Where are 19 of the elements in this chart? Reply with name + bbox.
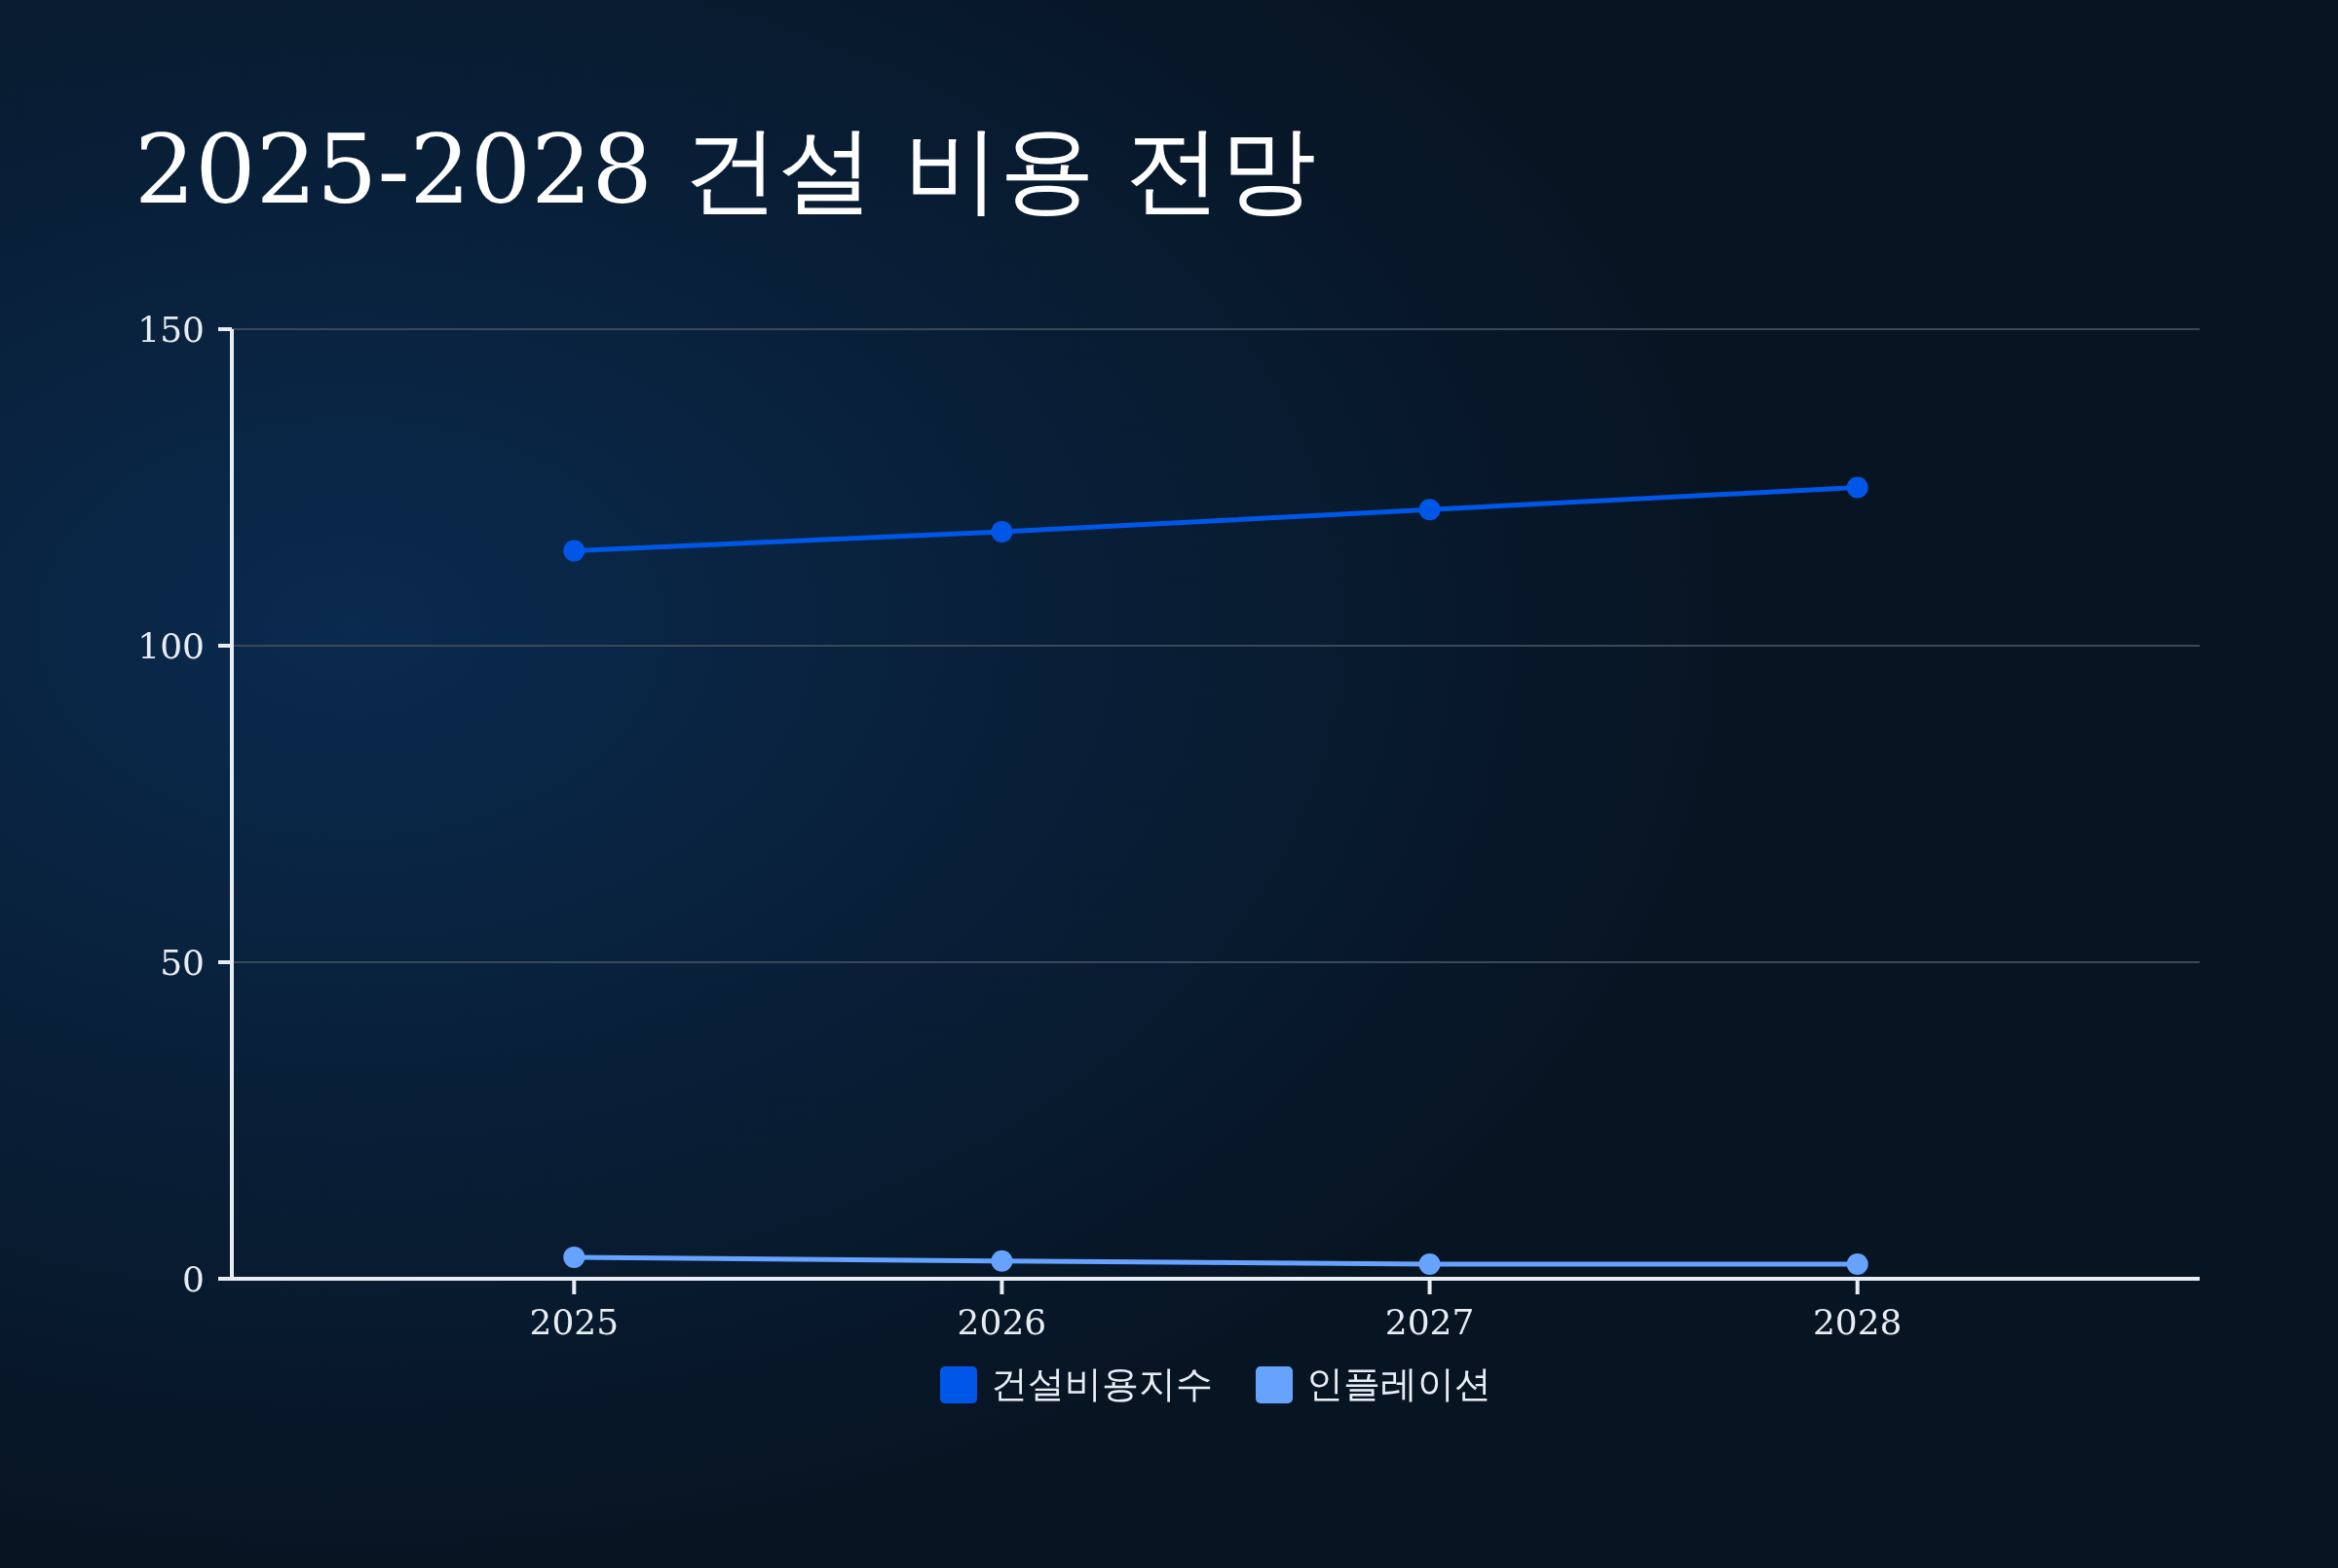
legend-label: 건설비용지수 [991,1363,1213,1405]
y-tick-label: 100 [137,626,205,666]
point [1418,1253,1441,1276]
x-tick-label: 2028 [1812,1302,1903,1342]
y-tick-label: 150 [137,310,205,350]
point [563,540,585,562]
y-tick-label: 50 [160,943,205,983]
x-tick-label: 2026 [957,1302,1047,1342]
legend-label: 인플레이션 [1306,1363,1491,1405]
x-tick-label: 2027 [1384,1302,1475,1342]
point [991,1250,1013,1272]
point [563,1246,585,1268]
x-tick-label: 2025 [529,1302,620,1342]
title: 2025-2028 건설 비용 전망 [134,114,1317,225]
point [991,521,1013,542]
point [1418,499,1441,521]
point [1846,476,1868,499]
y-tick-label: 0 [182,1259,205,1299]
point [1846,1253,1868,1276]
